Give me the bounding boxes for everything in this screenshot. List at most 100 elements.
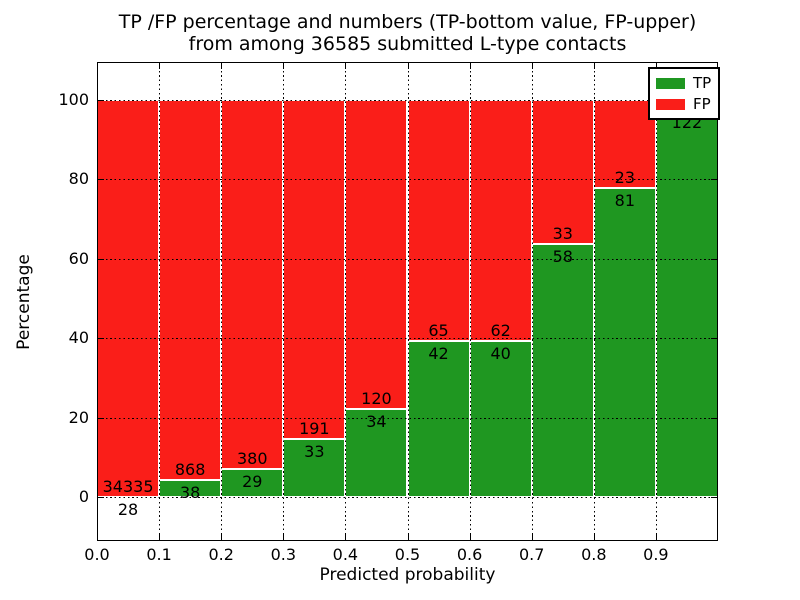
gridline-vertical <box>469 62 471 541</box>
bar-fp-segment-3 <box>283 100 346 439</box>
x-tick-label: 0.2 <box>208 545 234 564</box>
x-axis-tick <box>717 534 718 541</box>
bar-fp-segment-6 <box>469 100 532 342</box>
tp-count-label-8: 81 <box>614 190 636 210</box>
y-tick-label: 20 <box>68 407 89 427</box>
fp-count-label-7: 33 <box>552 224 573 244</box>
y-tick-label: 0 <box>78 487 89 506</box>
tp-count-label-5: 42 <box>428 343 449 363</box>
fp-count-label-4: 120 <box>361 389 392 409</box>
fp-count-label-0: 34335 <box>102 476 154 496</box>
tp-count-label-1: 38 <box>179 483 201 503</box>
y-axis-tick <box>711 417 718 419</box>
fp-count-label-2: 380 <box>236 448 268 468</box>
x-tick-label: 0.9 <box>643 545 669 564</box>
x-axis-tick <box>469 62 471 69</box>
bar-fp-segment-5 <box>407 100 470 341</box>
x-tick-label: 0.6 <box>456 545 483 564</box>
tp-swatch-icon <box>656 77 685 89</box>
gridline-vertical <box>531 62 533 541</box>
y-tick-label: 40 <box>68 328 89 348</box>
x-axis-tick <box>407 62 409 69</box>
x-axis-tick <box>593 62 595 69</box>
x-axis-tick <box>655 534 657 541</box>
x-axis-tick <box>469 534 471 541</box>
bar-fp-segment-0 <box>97 100 160 497</box>
gridline-vertical <box>345 62 347 541</box>
y-axis-tick <box>711 338 718 340</box>
y-axis-tick <box>97 338 104 340</box>
bar-tp-segment-9 <box>655 109 718 497</box>
y-axis-tick <box>97 417 104 419</box>
y-tick-label: 60 <box>68 248 89 268</box>
bar-fp-segment-2 <box>221 100 284 469</box>
fp-count-label-1: 868 <box>174 460 206 480</box>
y-axis-tick <box>97 258 104 260</box>
gridline-horizontal <box>97 179 718 181</box>
x-axis-tick <box>221 62 223 69</box>
gridline-vertical <box>593 62 595 541</box>
tp-count-label-7: 58 <box>552 247 573 267</box>
gridline-vertical <box>283 62 285 541</box>
x-axis-tick <box>345 62 347 69</box>
bar-tp-segment-6 <box>469 341 532 497</box>
legend: TP FP <box>648 67 721 120</box>
x-axis-tick <box>531 62 533 69</box>
gridline-horizontal <box>97 258 718 260</box>
legend-item-tp: TP <box>656 75 711 91</box>
x-axis-label: Predicted probability <box>319 565 496 585</box>
x-tick-label: 0.5 <box>394 545 421 564</box>
tp-count-label-6: 40 <box>490 344 511 364</box>
fp-swatch-icon <box>656 98 685 110</box>
legend-label-fp: FP <box>693 95 711 113</box>
tp-count-label-2: 29 <box>242 471 263 491</box>
x-axis-tick <box>159 62 161 69</box>
legend-label-tp: TP <box>693 74 712 92</box>
y-axis-label: Percentage <box>14 254 34 350</box>
x-axis-tick <box>345 534 347 541</box>
bar-tp-segment-4 <box>345 409 408 497</box>
y-axis-tick <box>97 497 104 498</box>
bar-tp-segment-5 <box>407 340 470 497</box>
x-tick-label: 0.4 <box>332 545 359 564</box>
y-tick-label: 100 <box>58 90 89 109</box>
y-axis-tick <box>711 497 718 498</box>
x-tick-label: 0.8 <box>581 545 607 564</box>
tp-count-label-4: 34 <box>366 412 387 432</box>
fp-count-label-5: 65 <box>428 320 449 340</box>
y-axis-tick <box>711 179 718 181</box>
y-axis-tick <box>97 100 104 101</box>
x-axis-tick <box>283 62 285 69</box>
x-tick-label: 0.0 <box>84 545 110 564</box>
bar-tp-segment-2 <box>221 468 284 497</box>
y-axis-tick <box>97 179 104 181</box>
x-tick-label: 0.3 <box>270 545 297 564</box>
gridline-vertical <box>407 62 409 541</box>
y-tick-label: 80 <box>68 169 89 189</box>
bar-fp-segment-1 <box>159 100 222 481</box>
x-axis-tick <box>283 534 285 541</box>
y-axis-tick <box>711 258 718 260</box>
legend-item-fp: FP <box>656 96 711 112</box>
tp-count-label-0: 28 <box>117 499 139 519</box>
x-axis-tick <box>221 534 223 541</box>
chart-title-line1: TP /FP percentage and numbers (TP-bottom… <box>118 11 697 33</box>
gridline-horizontal <box>97 338 718 340</box>
x-tick-label: 0.1 <box>146 545 172 564</box>
x-axis-tick <box>531 534 533 541</box>
x-axis-tick <box>593 534 595 541</box>
x-axis-tick <box>407 534 409 541</box>
tp-count-label-3: 33 <box>304 441 325 461</box>
x-axis-tick <box>159 534 161 541</box>
gridline-horizontal <box>97 417 718 419</box>
x-axis-tick <box>97 534 98 541</box>
x-axis-tick <box>97 62 98 69</box>
gridline-vertical <box>655 62 657 541</box>
bar-fp-segment-7 <box>531 100 594 245</box>
fp-count-label-3: 191 <box>299 418 330 438</box>
gridline-horizontal <box>97 100 718 101</box>
x-axis-tick <box>655 62 657 69</box>
gridline-horizontal <box>97 497 718 498</box>
bar-fp-segment-8 <box>593 100 656 188</box>
bar-tp-segment-7 <box>531 244 594 497</box>
